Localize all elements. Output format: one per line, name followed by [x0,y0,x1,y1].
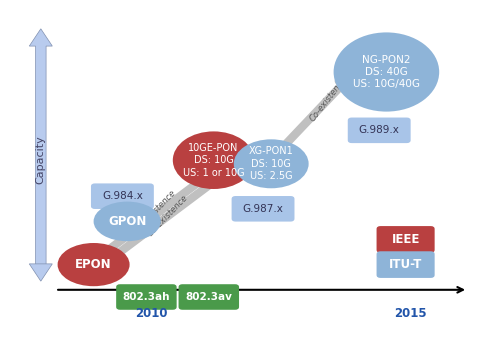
Text: 2010: 2010 [135,307,168,320]
Text: G.984.x: G.984.x [102,191,143,201]
Ellipse shape [234,139,309,188]
Ellipse shape [334,32,439,112]
FancyBboxPatch shape [348,117,411,143]
Ellipse shape [173,131,254,189]
Text: NG-PON2
DS: 40G
US: 10G/40G: NG-PON2 DS: 40G US: 10G/40G [353,55,420,89]
FancyBboxPatch shape [116,284,177,310]
Ellipse shape [58,243,130,286]
Text: Co-existence: Co-existence [309,75,349,123]
Text: G.987.x: G.987.x [242,204,284,214]
Text: ITU-T: ITU-T [389,258,422,271]
Text: Capacity: Capacity [36,135,46,184]
Text: Co-existence: Co-existence [134,188,178,233]
FancyBboxPatch shape [179,284,239,310]
FancyArrow shape [29,29,52,273]
FancyBboxPatch shape [376,251,435,278]
Text: IEEE: IEEE [391,233,420,246]
Ellipse shape [94,202,161,241]
FancyArrow shape [29,264,52,281]
FancyBboxPatch shape [376,226,435,253]
Text: 10GE-PON
DS: 10G
US: 1 or 10G: 10GE-PON DS: 10G US: 1 or 10G [183,143,244,177]
Text: 802.3ah: 802.3ah [123,292,170,302]
Text: 2015: 2015 [394,307,427,320]
FancyBboxPatch shape [91,184,154,209]
Text: 802.3av: 802.3av [185,292,232,302]
Text: Co-existence: Co-existence [146,193,190,239]
FancyBboxPatch shape [232,196,295,222]
Text: XG-PON1
DS: 10G
US: 2.5G: XG-PON1 DS: 10G US: 2.5G [249,147,294,181]
Text: G.989.x: G.989.x [359,125,400,135]
Text: EPON: EPON [75,258,112,271]
Text: GPON: GPON [108,215,146,228]
